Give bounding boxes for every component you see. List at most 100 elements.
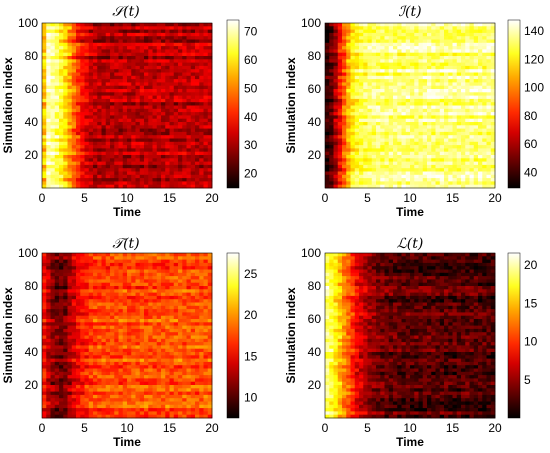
heatmap-cell: [482, 46, 487, 50]
heatmap-cell: [63, 118, 68, 123]
heatmap-cell: [393, 89, 398, 93]
heatmap-cell: [144, 125, 149, 129]
heatmap-cell: [127, 174, 132, 179]
heatmap-cell: [76, 178, 81, 182]
heatmap-cell: [169, 292, 175, 297]
heatmap-cell: [101, 122, 107, 126]
heatmap-cell: [54, 122, 60, 126]
heatmap-cell: [444, 168, 449, 172]
heatmap-cell: [456, 108, 462, 113]
heatmap-cell: [490, 171, 496, 176]
heatmap-cell: [422, 164, 428, 169]
heatmap-cell: [182, 315, 187, 320]
heatmap-cell: [101, 155, 107, 159]
heatmap-cell: [346, 161, 351, 166]
plot-frame: [324, 22, 496, 189]
heatmap-cell: [178, 286, 183, 290]
heatmap-cell: [110, 305, 115, 310]
heatmap-cell: [169, 171, 175, 176]
heatmap-cell: [182, 158, 187, 162]
y-tick-label: 60: [25, 82, 39, 96]
heatmap-cell: [444, 161, 449, 166]
heatmap-cell: [59, 23, 64, 27]
heatmap-cell: [97, 65, 102, 70]
heatmap-cell: [76, 168, 81, 172]
heatmap-cell: [439, 125, 445, 129]
heatmap-cell: [105, 168, 111, 172]
heatmap-cell: [186, 39, 192, 44]
heatmap-cell: [165, 319, 170, 323]
heatmap-cell: [46, 315, 51, 320]
heatmap-cell: [144, 145, 149, 149]
heatmap-cell: [76, 305, 81, 310]
heatmap-cell: [456, 138, 462, 143]
heatmap-cell: [127, 328, 132, 333]
heatmap-cell: [473, 62, 479, 67]
heatmap-cell: [431, 95, 436, 100]
heatmap-cell: [486, 89, 492, 93]
heatmap-cell: [178, 145, 183, 149]
heatmap-cell: [333, 168, 339, 172]
heatmap-cell: [63, 272, 68, 277]
heatmap-cell: [405, 148, 411, 153]
heatmap-cell: [422, 118, 428, 123]
heatmap-cell: [84, 272, 90, 277]
heatmap-cell: [80, 325, 85, 330]
heatmap-cell: [127, 49, 132, 54]
heatmap-cell: [195, 92, 200, 96]
heatmap-cell: [439, 69, 445, 73]
heatmap-cell: [431, 32, 436, 37]
heatmap-cell: [97, 145, 102, 149]
heatmap-cell: [384, 118, 390, 123]
heatmap-cell: [50, 39, 56, 44]
heatmap-cell: [88, 266, 94, 270]
heatmap-cell: [161, 309, 166, 313]
heatmap-cell: [178, 125, 183, 129]
heatmap-cell: [122, 141, 128, 146]
heatmap-cell: [486, 145, 492, 149]
heatmap-cell: [405, 138, 411, 143]
heatmap-cell: [110, 259, 115, 264]
heatmap-cell: [144, 56, 149, 60]
heatmap-cell: [84, 128, 90, 133]
heatmap-cell: [384, 178, 390, 182]
heatmap-cell: [410, 59, 415, 63]
heatmap-cell: [427, 145, 432, 149]
heatmap-cell: [105, 95, 111, 100]
heatmap-cell: [333, 178, 339, 182]
heatmap-cell: [333, 26, 339, 30]
heatmap-cell: [178, 289, 183, 293]
heatmap-cell: [148, 309, 153, 313]
heatmap-cell: [63, 62, 68, 67]
heatmap-cell: [139, 256, 145, 260]
heatmap-cell: [93, 259, 98, 264]
heatmap-cell: [329, 138, 334, 143]
heatmap-cell: [114, 59, 119, 63]
heatmap-cell: [393, 155, 398, 159]
heatmap-cell: [101, 118, 107, 123]
heatmap-cell: [59, 42, 64, 47]
heatmap-cell: [131, 59, 136, 63]
heatmap-cell: [173, 158, 179, 162]
heatmap-cell: [490, 92, 496, 96]
heatmap-cell: [156, 131, 162, 136]
heatmap-cell: [101, 289, 107, 293]
heatmap-cell: [363, 138, 368, 143]
heatmap-cell: [50, 174, 56, 179]
heatmap-cell: [410, 148, 415, 153]
heatmap-cell: [59, 269, 64, 274]
heatmap-cell: [482, 181, 487, 186]
heatmap-cell: [122, 276, 128, 280]
heatmap-cell: [50, 286, 56, 290]
heatmap-cell: [156, 75, 162, 80]
heatmap-cell: [190, 89, 196, 93]
heatmap-cell: [152, 112, 158, 116]
heatmap-cell: [67, 312, 73, 317]
heatmap-cell: [71, 322, 77, 326]
heatmap-cell: [80, 168, 85, 172]
heatmap-cell: [486, 168, 492, 172]
heatmap-cell: [80, 295, 85, 300]
heatmap-cell: [148, 259, 153, 264]
heatmap-cell: [452, 82, 458, 87]
heatmap-cell: [439, 118, 445, 123]
